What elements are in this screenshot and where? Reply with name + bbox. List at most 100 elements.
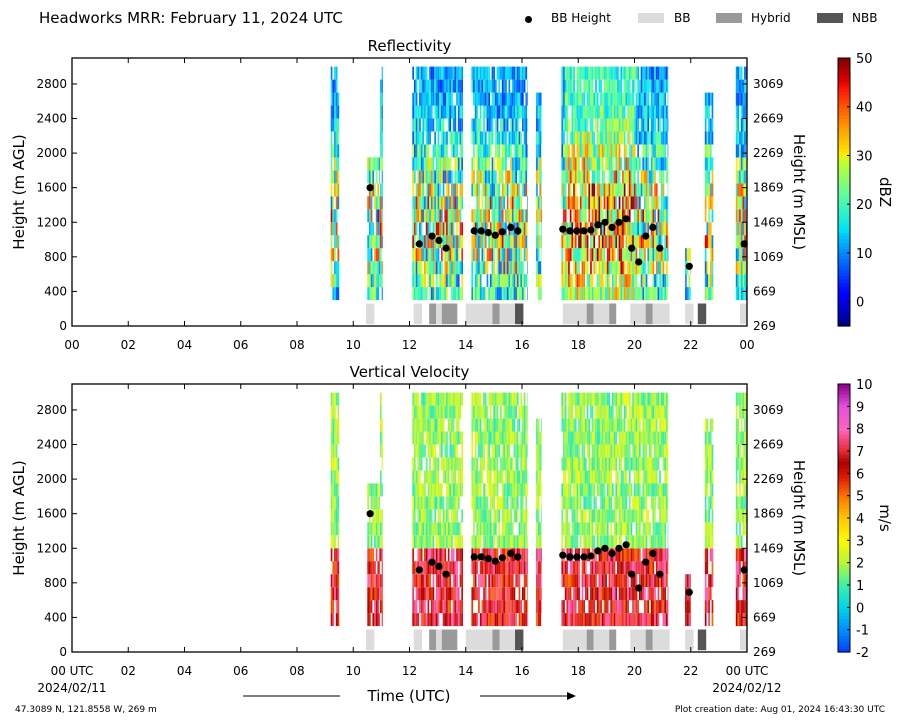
- heatmap-cell: [569, 405, 572, 419]
- colorbar-segment: [838, 118, 850, 123]
- heatmap-cell: [442, 131, 445, 145]
- heatmap-cell: [536, 457, 538, 471]
- heatmap-cell: [501, 444, 504, 458]
- heatmap-cell: [615, 170, 618, 184]
- heatmap-cell: [537, 470, 540, 484]
- heatmap-cell: [481, 574, 484, 588]
- heatmap-cell: [615, 144, 618, 158]
- heatmap-cell: [603, 170, 606, 184]
- heatmap-cell: [381, 66, 383, 80]
- heatmap-cell: [612, 392, 614, 406]
- heatmap-cell: [476, 157, 479, 171]
- heatmap-cell: [435, 496, 438, 510]
- heatmap-cell: [539, 261, 542, 275]
- heatmap-cell: [601, 157, 604, 171]
- heatmap-cell: [706, 170, 709, 184]
- heatmap-cell: [627, 157, 629, 171]
- heatmap-cell: [417, 274, 420, 288]
- heatmap-cell: [476, 613, 479, 627]
- heatmap-cell: [564, 157, 567, 171]
- heatmap-cell: [666, 496, 668, 510]
- bb-type-bb: [630, 303, 646, 325]
- heatmap-cell: [484, 157, 487, 171]
- heatmap-cell: [571, 535, 574, 549]
- heatmap-cell: [447, 183, 450, 197]
- heatmap-cell: [610, 535, 612, 549]
- heatmap-cell: [654, 509, 656, 523]
- heatmap-cell: [536, 261, 538, 275]
- heatmap-cell: [380, 196, 382, 210]
- heatmap-cell: [645, 183, 648, 197]
- heatmap-cell: [652, 561, 655, 575]
- heatmap-cell: [645, 483, 648, 497]
- heatmap-cell: [660, 522, 663, 536]
- heatmap-cell: [429, 522, 431, 536]
- heatmap-cell: [456, 418, 458, 432]
- heatmap-cell: [563, 600, 565, 614]
- heatmap-cell: [520, 613, 522, 627]
- colorbar-segment: [838, 138, 850, 143]
- heatmap-cell: [654, 574, 656, 588]
- heatmap-cell: [435, 274, 438, 288]
- heatmap-cell: [498, 105, 501, 119]
- heatmap-cell: [566, 274, 569, 288]
- heatmap-cell: [585, 131, 587, 145]
- heatmap-cell: [498, 261, 501, 275]
- heatmap-cell: [412, 144, 414, 158]
- heatmap-cell: [620, 431, 623, 445]
- heatmap-cell: [593, 209, 596, 223]
- heatmap-cell: [657, 157, 660, 171]
- heatmap-cell: [639, 222, 641, 236]
- heatmap-cell: [332, 431, 335, 445]
- heatmap-cell: [498, 144, 501, 158]
- heatmap-cell: [420, 196, 423, 210]
- heatmap-cell: [461, 66, 463, 80]
- heatmap-cell: [606, 496, 609, 510]
- heatmap-cell: [574, 600, 577, 614]
- heatmap-cell: [483, 92, 485, 106]
- heatmap-cell: [451, 222, 453, 236]
- heatmap-cell: [449, 613, 452, 627]
- heatmap-cell: [441, 170, 443, 184]
- heatmap-cell: [372, 496, 375, 510]
- heatmap-cell: [488, 287, 490, 301]
- heatmap-cell: [381, 483, 383, 497]
- heatmap-cell: [432, 157, 435, 171]
- heatmap-cell: [612, 444, 614, 458]
- heatmap-cell: [379, 170, 380, 184]
- heatmap-cell: [335, 170, 338, 184]
- heatmap-cell: [590, 144, 592, 158]
- heatmap-cell: [581, 157, 584, 171]
- heatmap-cell: [444, 144, 447, 158]
- heatmap-cell: [667, 92, 669, 106]
- heatmap-cell: [566, 561, 569, 575]
- heatmap-cell: [522, 183, 524, 197]
- heatmap-cell: [498, 170, 501, 184]
- heatmap-cell: [610, 92, 612, 106]
- heatmap-cell: [417, 587, 420, 601]
- heatmap-cell: [330, 222, 333, 236]
- heatmap-cell: [513, 183, 516, 197]
- heatmap-cell: [330, 574, 333, 588]
- heatmap-cell: [574, 509, 577, 523]
- heatmap-cell: [442, 183, 445, 197]
- heatmap-cell: [432, 613, 435, 627]
- heatmap-cell: [430, 287, 433, 301]
- heatmap-cell: [618, 483, 621, 497]
- heatmap-cell: [451, 444, 453, 458]
- heatmap-cell: [489, 600, 492, 614]
- heatmap-cell: [595, 574, 597, 588]
- heatmap-cell: [591, 209, 594, 223]
- heatmap-cell: [620, 274, 623, 288]
- heatmap-cell: [612, 144, 614, 158]
- heatmap-cell: [414, 574, 416, 588]
- heatmap-cell: [486, 457, 489, 471]
- heatmap-cell: [412, 509, 414, 523]
- heatmap-cell: [424, 287, 426, 301]
- heatmap-cell: [536, 509, 538, 523]
- heatmap-cell: [640, 509, 643, 523]
- heatmap-cell: [454, 561, 457, 575]
- heatmap-cell: [662, 222, 665, 236]
- heatmap-cell: [657, 561, 660, 575]
- heatmap-cell: [612, 118, 614, 132]
